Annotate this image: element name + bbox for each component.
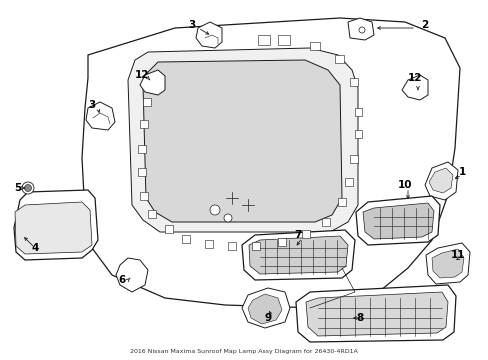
Text: 2016 Nissan Maxima Sunroof Map Lamp Assy Diagram for 26430-4RD1A: 2016 Nissan Maxima Sunroof Map Lamp Assy… [130,349,357,354]
Bar [302,230,309,238]
Polygon shape [116,258,148,292]
Bar [354,108,361,116]
Bar [345,178,352,186]
Text: 1: 1 [457,167,465,177]
Bar [204,240,213,248]
Bar [349,78,357,86]
Polygon shape [428,168,452,193]
Bar [148,210,156,218]
Bar [349,155,357,163]
Polygon shape [142,60,341,222]
Bar [142,98,151,106]
Polygon shape [305,292,447,336]
Text: 12: 12 [407,73,421,83]
Polygon shape [140,70,164,95]
Polygon shape [196,22,222,48]
Bar [251,242,260,250]
Polygon shape [15,202,92,254]
Text: 12: 12 [135,70,149,80]
Polygon shape [128,48,357,232]
Text: 5: 5 [14,183,21,193]
Polygon shape [82,18,459,308]
Bar [182,235,190,243]
Polygon shape [424,162,457,200]
Polygon shape [425,243,469,284]
Polygon shape [242,288,289,328]
Text: 7: 7 [294,230,301,240]
Bar [140,120,148,128]
Circle shape [358,27,364,33]
Text: 3: 3 [88,100,96,110]
Polygon shape [86,102,115,130]
Text: 9: 9 [264,313,271,323]
Bar [164,225,173,233]
Polygon shape [355,196,439,245]
Circle shape [24,184,31,192]
Text: 4: 4 [31,243,39,253]
Text: 10: 10 [397,180,411,190]
Text: 11: 11 [450,250,464,260]
Bar [227,242,236,250]
Bar [138,145,146,153]
Bar [354,130,361,138]
Bar [309,42,319,50]
Text: 3: 3 [188,20,195,30]
Circle shape [209,205,220,215]
Polygon shape [248,236,347,274]
Bar [321,218,329,226]
Text: 6: 6 [118,275,125,285]
Polygon shape [242,230,354,280]
Bar [334,55,343,63]
Bar [140,192,148,200]
Bar [138,168,146,176]
Polygon shape [401,75,427,100]
Bar [278,238,285,246]
Circle shape [224,214,231,222]
Polygon shape [295,285,455,342]
Polygon shape [247,294,282,324]
Polygon shape [431,249,463,278]
Polygon shape [347,18,373,40]
Bar [278,35,289,45]
Polygon shape [14,190,98,260]
Text: 8: 8 [356,313,363,323]
Text: 2: 2 [421,20,428,30]
Polygon shape [362,203,433,239]
Bar [258,35,269,45]
Bar [337,198,346,206]
Circle shape [22,182,34,194]
